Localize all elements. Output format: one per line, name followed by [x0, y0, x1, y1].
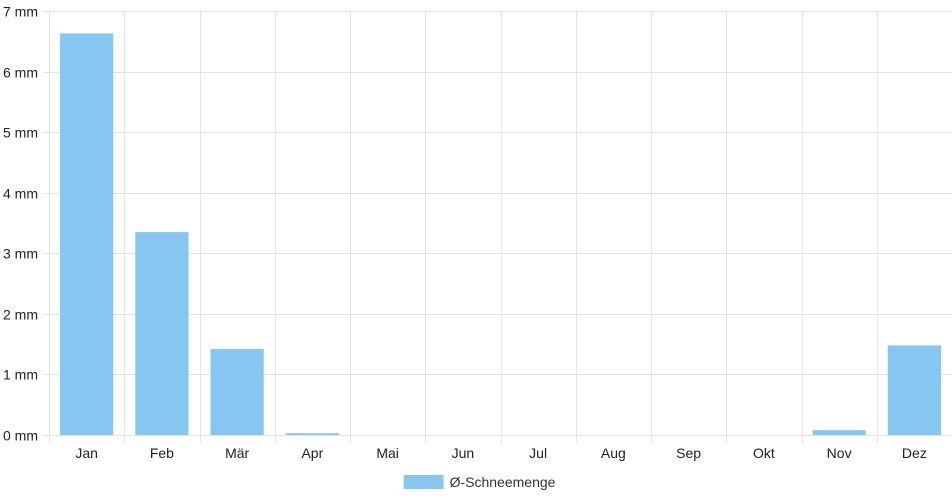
- x-tick-label: Jan: [75, 445, 98, 461]
- y-tick-label: 3 mm: [3, 246, 38, 262]
- x-tick-label: Nov: [827, 445, 852, 461]
- bars: [60, 33, 941, 435]
- x-tick-label: Aug: [601, 445, 626, 461]
- bar-nov[interactable]: [812, 430, 866, 435]
- legend[interactable]: Ø-Schneemenge: [403, 474, 556, 490]
- legend-swatch[interactable]: [403, 475, 444, 489]
- x-tick-label: Dez: [902, 445, 927, 461]
- y-tick-label: 5 mm: [3, 125, 38, 141]
- x-tick-label: Jul: [529, 445, 547, 461]
- x-axis: Jan Feb Mär Apr Mai Jun Jul Aug Sep Okt Nov Dez: [75, 445, 926, 461]
- x-tick-label: Jun: [452, 445, 475, 461]
- legend-label[interactable]: Ø-Schneemenge: [450, 474, 556, 490]
- y-axis: 0 mm 1 mm 2 mm 3 mm 4 mm 5 mm 6 mm 7 mm: [3, 4, 38, 444]
- y-tick-label: 7 mm: [3, 4, 38, 20]
- y-tick-label: 4 mm: [3, 186, 38, 202]
- y-tick-label: 2 mm: [3, 307, 38, 323]
- x-tick-label: Apr: [301, 445, 323, 461]
- bar-jan[interactable]: [60, 33, 114, 435]
- x-tick-label: Mär: [225, 445, 249, 461]
- bar-apr[interactable]: [285, 433, 339, 435]
- bar-dez[interactable]: [887, 345, 941, 435]
- y-tick-label: 0 mm: [3, 428, 38, 444]
- bar-feb[interactable]: [135, 232, 189, 435]
- x-tick-label: Okt: [753, 445, 775, 461]
- x-tick-label: Mai: [376, 445, 399, 461]
- y-tick-label: 6 mm: [3, 65, 38, 81]
- grid-lines: [43, 11, 952, 443]
- y-tick-label: 1 mm: [3, 367, 38, 383]
- x-tick-label: Feb: [150, 445, 174, 461]
- x-tick-label: Sep: [676, 445, 701, 461]
- bar-mär[interactable]: [210, 348, 264, 435]
